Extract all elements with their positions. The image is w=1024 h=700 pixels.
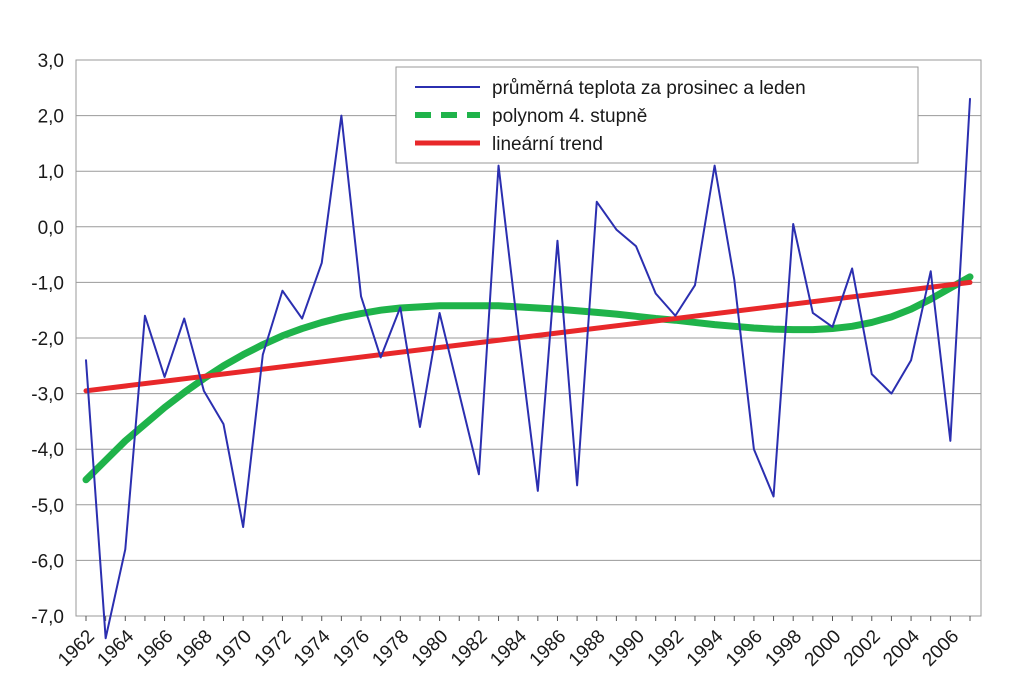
x-tick-label: 1984	[486, 626, 531, 671]
x-tick-label: 1994	[683, 626, 728, 671]
x-axis-tick-labels: 1962196419661968197019721974197619781980…	[54, 616, 971, 671]
legend-box	[395, 66, 919, 164]
legend-label: polynom 4. stupně	[492, 106, 647, 127]
x-tick-label: 1970	[211, 626, 256, 671]
x-tick-label: 1982	[447, 626, 492, 671]
legend-label: lineární trend	[492, 134, 603, 155]
x-tick-label: 2000	[801, 626, 846, 671]
x-tick-label: 1976	[329, 626, 374, 671]
x-tick-label: 2006	[919, 626, 964, 671]
x-tick-label: 2002	[840, 626, 885, 671]
x-tick-label: 2004	[879, 626, 924, 671]
x-tick-label: 1962	[54, 626, 99, 671]
y-tick-label: 0,0	[38, 218, 64, 239]
y-tick-label: -5,0	[31, 496, 64, 517]
y-tick-label: -2,0	[31, 329, 64, 350]
y-tick-label: -7,0	[31, 607, 64, 628]
x-tick-label: 1996	[722, 626, 767, 671]
data-series	[82, 97, 974, 640]
x-tick-label: 1988	[565, 626, 610, 671]
series-line-2	[83, 279, 973, 394]
x-tick-label: 1964	[93, 626, 138, 671]
x-tick-label: 1968	[172, 626, 217, 671]
x-tick-label: 1974	[290, 626, 335, 671]
y-tick-label: 1,0	[38, 162, 64, 183]
y-tick-label: -3,0	[31, 385, 64, 406]
x-tick-label: 1990	[604, 626, 649, 671]
y-tick-label: 3,0	[38, 51, 64, 72]
y-axis-tick-labels: 3,0 2,0 1,0 0,0 -1,0 -2,0 -3,0 -4,0 -5,0 -6,0 -7,0	[31, 51, 64, 628]
y-tick-label: 2,0	[38, 107, 64, 128]
x-tick-label: 1986	[526, 626, 571, 671]
y-tick-label: -6,0	[31, 551, 64, 572]
x-tick-label: 1998	[761, 626, 806, 671]
x-tick-label: 1966	[133, 626, 178, 671]
x-tick-label: 1972	[251, 626, 296, 671]
legend: průměrná teplota za prosinec a leden poly…	[395, 66, 919, 164]
x-tick-label: 1980	[408, 626, 453, 671]
legend-label: průměrná teplota za prosinec a leden	[492, 78, 806, 99]
y-tick-label: -1,0	[31, 273, 64, 294]
series-line-0	[85, 97, 971, 640]
series-line-1	[82, 273, 974, 484]
y-tick-label: -4,0	[31, 440, 64, 461]
x-tick-label: 1992	[644, 626, 689, 671]
x-tick-label: 1978	[369, 626, 414, 671]
